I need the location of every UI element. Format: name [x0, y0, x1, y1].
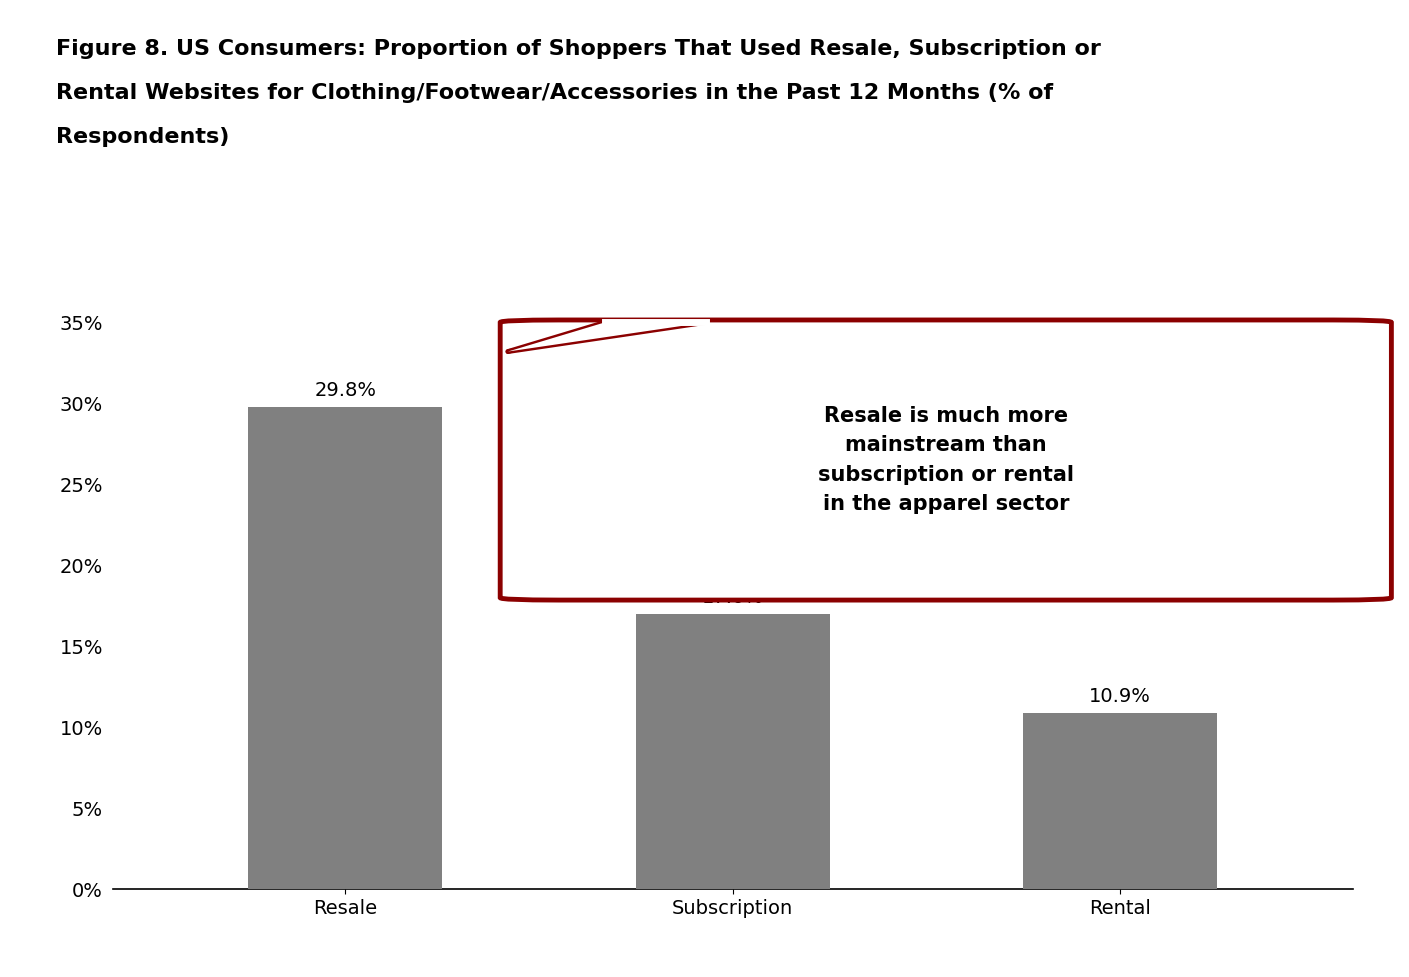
FancyBboxPatch shape	[500, 320, 1391, 600]
Text: Resale is much more
mainstream than
subscription or rental
in the apparel sector: Resale is much more mainstream than subs…	[817, 405, 1074, 515]
Text: Respondents): Respondents)	[56, 127, 230, 147]
Text: 10.9%: 10.9%	[1089, 687, 1151, 706]
Text: 29.8%: 29.8%	[314, 381, 376, 401]
Text: Figure 8. US Consumers: Proportion of Shoppers That Used Resale, Subscription or: Figure 8. US Consumers: Proportion of Sh…	[56, 39, 1102, 59]
Polygon shape	[507, 322, 706, 352]
Bar	[635, 614, 830, 889]
Bar	[1023, 712, 1217, 889]
Text: Rental Websites for Clothing/Footwear/Accessories in the Past 12 Months (% of: Rental Websites for Clothing/Footwear/Ac…	[56, 83, 1054, 103]
Bar	[248, 406, 442, 889]
Text: 17.0%: 17.0%	[702, 588, 764, 608]
